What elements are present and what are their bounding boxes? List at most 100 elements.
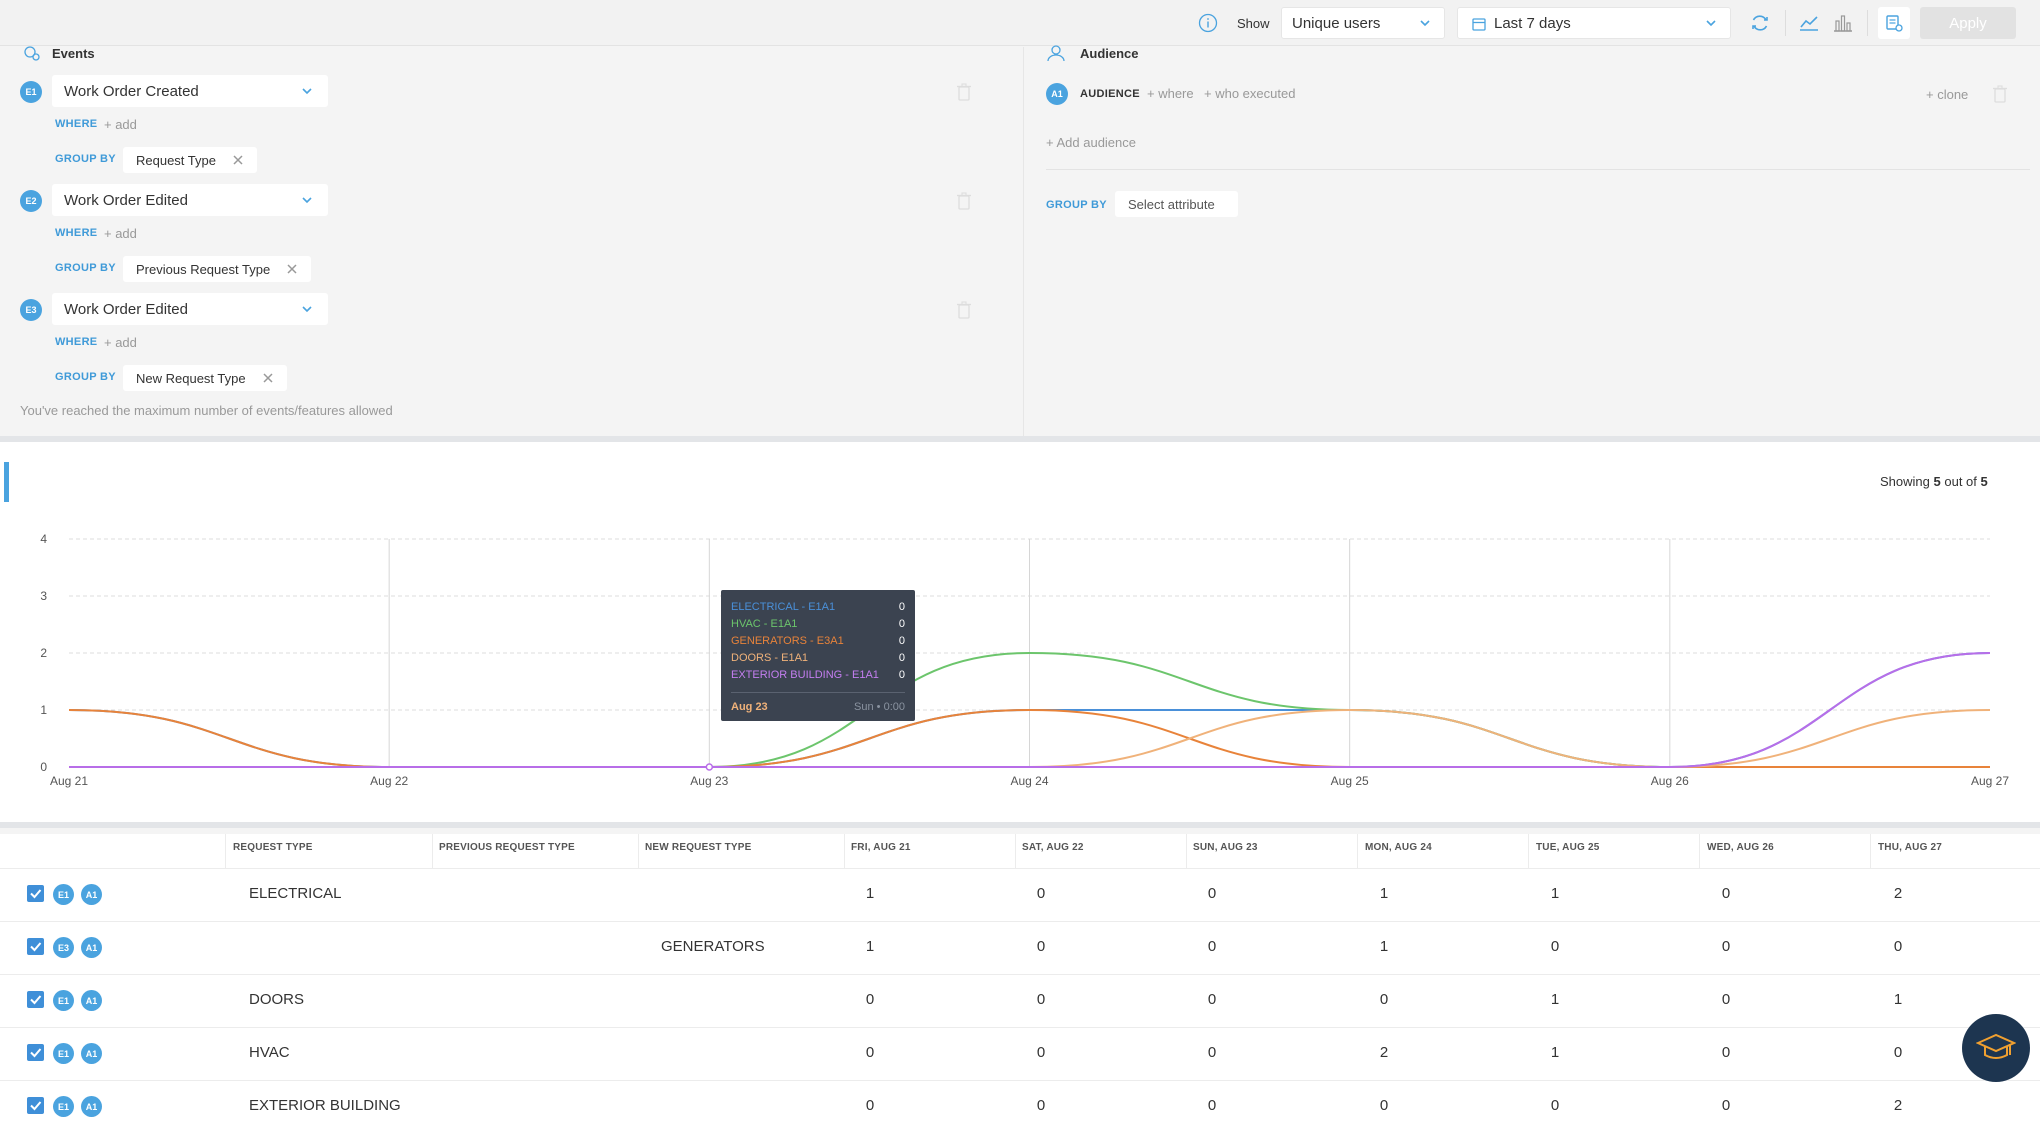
line-chart-icon[interactable] (1795, 9, 1823, 37)
tooltip-day: Sun (854, 701, 874, 713)
column-header[interactable]: MON, AUG 24 (1365, 842, 1432, 853)
audience-where-link[interactable]: + where (1147, 86, 1194, 101)
event-badge: E3 (20, 299, 42, 321)
value-cell: 0 (1721, 938, 1731, 955)
delete-audience-icon[interactable] (1992, 85, 2008, 103)
column-header[interactable]: PREVIOUS REQUEST TYPE (439, 842, 575, 853)
value-cell: 0 (1379, 1097, 1389, 1114)
who-executed-link[interactable]: + who executed (1204, 86, 1296, 101)
request-type-cell: EXTERIOR BUILDING (249, 1097, 401, 1114)
x-tick-label: Aug 26 (1651, 774, 1689, 788)
event-select-value: Work Order Edited (64, 191, 188, 209)
bar-chart-icon[interactable] (1829, 9, 1857, 37)
where-add-link[interactable]: + add (104, 226, 137, 241)
value-cell: 1 (865, 938, 875, 955)
request-type-cell: HVAC (249, 1044, 290, 1061)
showing-middle: out of (1944, 474, 1977, 489)
row-event-badge: E3 (53, 937, 74, 958)
check-icon (30, 942, 42, 952)
audience-icon (1047, 45, 1065, 62)
y-tick-label: 3 (40, 589, 47, 603)
showing-prefix: Showing (1880, 474, 1930, 489)
table-settings-icon[interactable] (1878, 7, 1910, 39)
value-cell: 0 (865, 1044, 875, 1061)
value-cell: 0 (1721, 1044, 1731, 1061)
where-add-link[interactable]: + add (104, 117, 137, 132)
event-select[interactable]: Work Order Edited (52, 184, 328, 216)
column-header[interactable]: THU, AUG 27 (1878, 842, 1943, 853)
column-header[interactable]: FRI, AUG 21 (851, 842, 911, 853)
value-cell: 0 (1036, 938, 1046, 955)
date-range-select[interactable]: Last 7 days (1457, 7, 1731, 39)
table-row (0, 1080, 2040, 1130)
value-cell: 0 (865, 991, 875, 1008)
column-divider (1699, 834, 1700, 869)
column-header[interactable]: SUN, AUG 23 (1193, 842, 1258, 853)
close-icon[interactable] (285, 262, 299, 276)
value-cell: 0 (1550, 938, 1560, 955)
x-tick-label: Aug 23 (690, 774, 728, 788)
value-cell: 0 (1893, 1044, 1903, 1061)
group-by-label: GROUP BY (55, 153, 116, 165)
row-checkbox[interactable] (27, 991, 44, 1008)
row-checkbox[interactable] (27, 938, 44, 955)
column-divider (225, 834, 226, 869)
row-audience-badge: A1 (81, 990, 102, 1011)
showing-total: 5 (1980, 474, 1988, 489)
check-icon (30, 889, 42, 899)
value-cell: 0 (1207, 991, 1217, 1008)
column-header[interactable]: TUE, AUG 25 (1536, 842, 1600, 853)
value-cell: 0 (1550, 1097, 1560, 1114)
clone-link[interactable]: + clone (1926, 87, 1969, 102)
query-builder (0, 47, 2040, 436)
close-icon[interactable] (261, 371, 275, 385)
row-checkbox[interactable] (27, 885, 44, 902)
value-cell: 0 (1036, 991, 1046, 1008)
column-header[interactable]: SAT, AUG 22 (1022, 842, 1084, 853)
calendar-icon (1472, 18, 1486, 31)
check-icon (30, 995, 42, 1005)
value-cell: 0 (1207, 1044, 1217, 1061)
tooltip-series-value: 0 (898, 669, 905, 681)
value-cell: 0 (865, 1097, 875, 1114)
column-header[interactable]: REQUEST TYPE (233, 842, 313, 853)
check-icon (30, 1101, 42, 1111)
row-checkbox[interactable] (27, 1097, 44, 1114)
apply-button[interactable]: Apply (1920, 7, 2016, 39)
tooltip-series-value: 0 (898, 618, 905, 630)
value-cell: 0 (1036, 885, 1046, 902)
where-add-link[interactable]: + add (104, 335, 137, 350)
group-by-chip[interactable]: New Request Type (123, 365, 287, 391)
date-range-value: Last 7 days (1494, 14, 1571, 32)
group-by-chip[interactable]: Previous Request Type (123, 256, 311, 282)
delete-event-icon[interactable] (956, 83, 972, 101)
refresh-icon[interactable] (1746, 9, 1774, 37)
event-select[interactable]: Work Order Edited (52, 293, 328, 325)
row-event-badge: E1 (53, 1043, 74, 1064)
delete-event-icon[interactable] (956, 192, 972, 210)
x-tick-label: Aug 25 (1331, 774, 1369, 788)
tooltip-row: HVAC - E1A1 0 (731, 616, 905, 633)
column-header[interactable]: NEW REQUEST TYPE (645, 842, 752, 853)
row-checkbox[interactable] (27, 1044, 44, 1061)
metric-select[interactable]: Unique users (1281, 7, 1445, 39)
series-line (68, 652, 1991, 768)
column-header[interactable]: WED, AUG 26 (1707, 842, 1774, 853)
row-audience-badge: A1 (81, 1043, 102, 1064)
row-audience-badge: A1 (81, 937, 102, 958)
add-audience-link[interactable]: + Add audience (1046, 135, 1136, 150)
select-attribute-input[interactable]: Select attribute (1115, 191, 1238, 217)
showing-count: Showing 5 out of 5 (1880, 474, 1988, 489)
group-by-chip[interactable]: Request Type (123, 147, 257, 173)
y-tick-label: 0 (40, 760, 47, 774)
request-type-cell: DOORS (249, 991, 305, 1008)
value-cell: 0 (1207, 1097, 1217, 1114)
help-button[interactable] (1962, 1014, 2030, 1082)
close-icon[interactable] (231, 153, 245, 167)
hover-point (705, 763, 714, 771)
info-icon[interactable] (1194, 9, 1222, 37)
row-event-badge: E1 (53, 1096, 74, 1117)
delete-event-icon[interactable] (956, 301, 972, 319)
event-select-value: Work Order Edited (64, 300, 188, 318)
event-select[interactable]: Work Order Created (52, 75, 328, 107)
